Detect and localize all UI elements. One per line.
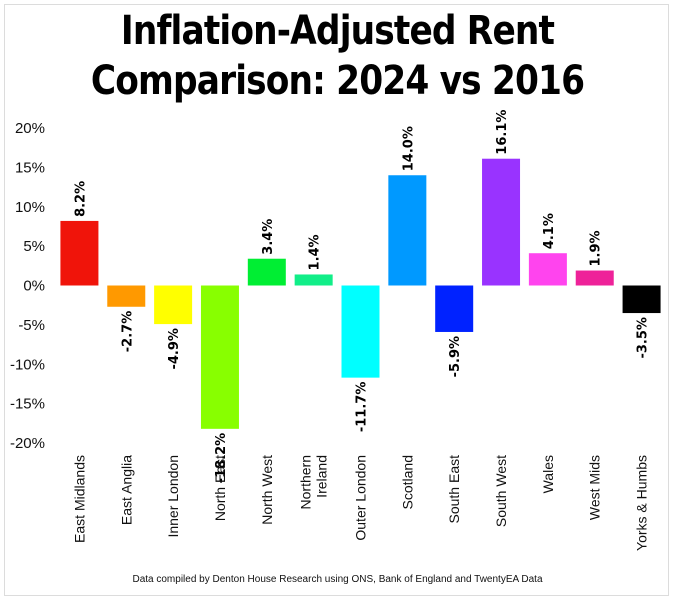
bar <box>575 270 614 286</box>
category-label: South East <box>446 455 462 524</box>
value-label: 3.4% <box>261 219 276 255</box>
category-label: East Anglia <box>118 455 134 525</box>
y-tick-label: 10% <box>15 199 45 216</box>
y-tick-label: 20% <box>15 120 45 137</box>
bar <box>247 258 286 286</box>
data-source-note: Data compiled by Denton House Research u… <box>132 574 543 585</box>
bar <box>482 158 521 286</box>
value-label: 16.1% <box>495 110 510 155</box>
y-tick-label: 0% <box>23 278 45 295</box>
category-label: South West <box>493 455 509 527</box>
chart-title-line1: Inflation-Adjusted Rent <box>120 8 555 54</box>
bar <box>60 220 99 286</box>
bar <box>388 175 427 286</box>
chart-title-line2: Comparison: 2024 vs 2016 <box>90 58 585 104</box>
category-label: Northern <box>298 455 314 509</box>
category-label: Wales <box>540 455 556 493</box>
value-label: 4.1% <box>542 213 557 249</box>
y-tick-label: -10% <box>10 356 45 373</box>
bar <box>154 285 193 325</box>
y-tick-label: 5% <box>23 238 45 255</box>
value-label: 8.2% <box>73 181 88 217</box>
category-label: Yorks & Humbs <box>634 455 650 551</box>
value-label: 14.0% <box>401 126 416 171</box>
y-tick-label: 15% <box>15 159 45 176</box>
category-label: West Mids <box>587 455 603 520</box>
category-label: Outer London <box>353 455 369 541</box>
value-label: -5.9% <box>448 336 463 377</box>
bar <box>107 285 146 307</box>
value-label: -2.7% <box>120 311 135 352</box>
value-label: -3.5% <box>636 317 651 358</box>
bar <box>294 274 333 286</box>
chart-title: Inflation-Adjusted Rent Comparison: 2024… <box>47 6 628 106</box>
value-label: -18.2% <box>214 433 229 484</box>
y-tick-label: -5% <box>18 317 45 334</box>
category-label: Scotland <box>399 455 415 509</box>
bar <box>622 285 661 314</box>
category-label: Inner London <box>165 455 181 538</box>
y-tick-label: -15% <box>10 396 45 413</box>
category-label: Ireland <box>314 455 330 498</box>
y-tick-label: -20% <box>10 435 45 452</box>
value-label: 1.4% <box>308 234 323 270</box>
value-label: -11.7% <box>355 382 370 433</box>
bar <box>528 253 567 286</box>
category-label: North East <box>212 455 228 521</box>
bar <box>435 285 474 332</box>
value-label: 1.9% <box>589 230 604 266</box>
category-label: North West <box>259 455 275 525</box>
bar <box>200 285 239 429</box>
category-label: East Midlands <box>71 455 87 543</box>
value-label: -4.9% <box>167 328 182 369</box>
bar <box>341 285 380 378</box>
